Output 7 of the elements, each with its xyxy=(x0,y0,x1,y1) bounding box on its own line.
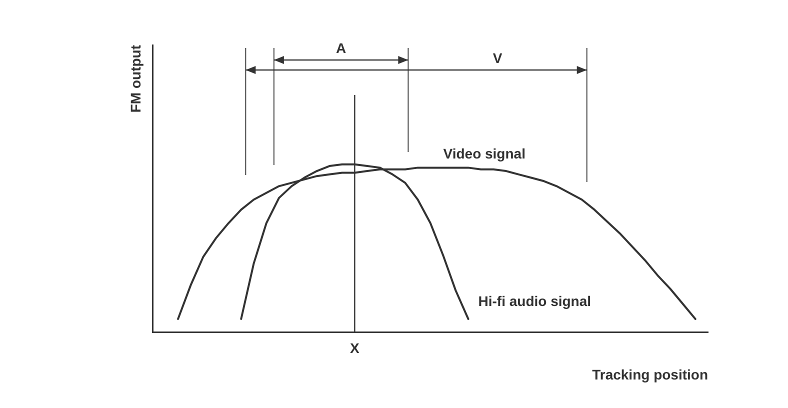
y-axis-title: FM output xyxy=(127,44,144,113)
text: A xyxy=(336,40,346,56)
series-label: Video signal xyxy=(443,146,526,162)
text: X xyxy=(350,340,360,356)
text: V xyxy=(492,50,502,66)
series-label: Hi-fi audio signal xyxy=(478,292,592,309)
x-axis-title: Tracking position xyxy=(592,366,708,382)
